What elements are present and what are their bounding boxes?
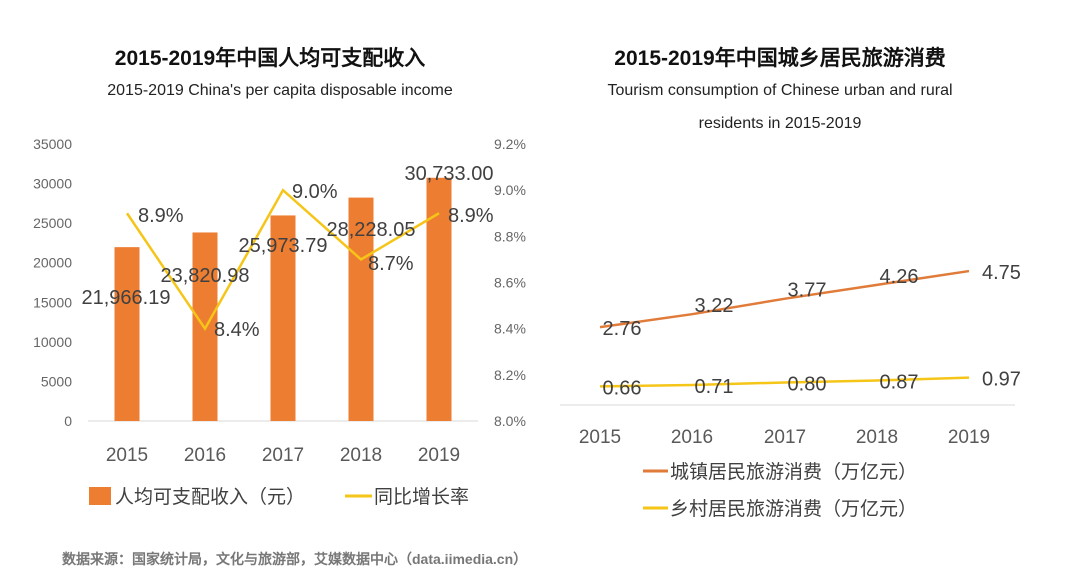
legend-urban-label: 城镇居民旅游消费（万亿元） — [670, 461, 917, 483]
growth-rate-data-label: 8.9% — [138, 205, 184, 227]
right-y-tick-label: 8.4% — [494, 321, 526, 337]
right-chart-subtitle-line1: Tourism consumption of Chinese urban and… — [607, 82, 953, 99]
x-tick-label: 2018 — [856, 427, 898, 448]
income-data-label: 23,820.98 — [161, 265, 250, 287]
right-y-tick-label: 9.0% — [494, 182, 526, 198]
income-data-label: 30,733.00 — [405, 163, 494, 185]
rural-data-label: 0.80 — [788, 373, 827, 395]
growth-rate-data-label: 8.9% — [448, 205, 494, 227]
legend-bar-swatch — [89, 487, 111, 505]
x-tick-label: 2016 — [671, 427, 713, 448]
income-bar — [114, 247, 140, 421]
growth-rate-data-label: 9.0% — [292, 181, 338, 203]
legend-line-label: 同比增长率 — [374, 486, 469, 508]
x-tick-label: 2019 — [418, 445, 460, 466]
income-data-label: 28,228.05 — [327, 219, 416, 241]
x-tick-label: 2015 — [579, 427, 621, 448]
right-y-tick-label: 8.6% — [494, 275, 526, 291]
legend-rural-label: 乡村居民旅游消费（万亿元） — [670, 498, 917, 520]
urban-tourism-line — [599, 269, 970, 329]
rural-data-label: 0.97 — [982, 369, 1021, 391]
income-bar — [270, 215, 296, 421]
x-tick-label: 2019 — [948, 427, 990, 448]
income-data-label: 25,973.79 — [239, 235, 328, 257]
right-y-tick-label: 8.2% — [494, 367, 526, 383]
x-tick-label: 2015 — [106, 445, 148, 466]
left-y-tick-label: 15000 — [33, 294, 72, 310]
right-y-tick-label: 8.0% — [494, 413, 526, 429]
left-chart-title: 2015-2019年中国人均可支配收入 — [114, 47, 426, 70]
right-y-tick-label: 8.8% — [494, 228, 526, 244]
left-y-tick-label: 20000 — [33, 255, 72, 271]
left-y-tick-label: 35000 — [33, 136, 72, 152]
urban-data-label: 4.75 — [982, 262, 1021, 284]
growth-rate-data-label: 8.7% — [368, 253, 414, 275]
income-bar — [348, 197, 374, 421]
growth-rate-line — [125, 188, 440, 332]
x-tick-label: 2017 — [262, 445, 304, 466]
rural-data-label: 0.87 — [880, 371, 919, 393]
growth-rate-data-label: 8.4% — [214, 319, 260, 341]
left-y-tick-label: 5000 — [41, 373, 72, 389]
left-y-tick-label: 25000 — [33, 215, 72, 231]
right-chart-subtitle-line2: residents in 2015-2019 — [698, 115, 862, 132]
legend-bar-label: 人均可支配收入（元） — [115, 486, 305, 508]
left-y-tick-label: 10000 — [33, 334, 72, 350]
rural-tourism-line — [599, 376, 970, 388]
rural-data-label: 0.66 — [603, 377, 642, 399]
urban-data-label: 4.26 — [880, 266, 919, 288]
x-tick-label: 2017 — [764, 427, 806, 448]
left-chart-subtitle: 2015-2019 China's per capita disposable … — [107, 82, 453, 99]
urban-data-label: 3.77 — [788, 280, 827, 302]
income-data-label: 21,966.19 — [82, 287, 171, 309]
x-tick-label: 2016 — [184, 445, 226, 466]
urban-data-label: 3.22 — [695, 295, 734, 317]
urban-data-label: 2.76 — [603, 318, 642, 340]
left-y-tick-label: 30000 — [33, 176, 72, 192]
right-y-tick-label: 9.2% — [494, 136, 526, 152]
left-y-tick-label: 0 — [64, 413, 72, 429]
right-chart-title: 2015-2019年中国城乡居民旅游消费 — [614, 47, 946, 70]
rural-data-label: 0.71 — [695, 376, 734, 398]
source-note: 数据来源：国家统计局，文化与旅游部，艾媒数据中心（data.iimedia.cn… — [62, 551, 528, 567]
x-tick-label: 2018 — [340, 445, 382, 466]
